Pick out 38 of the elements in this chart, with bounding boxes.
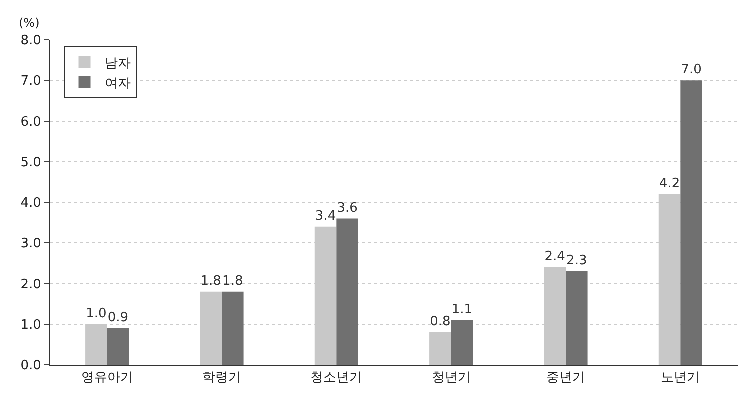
y-tick-label: 8.0 <box>20 34 42 49</box>
y-axis-title: (%) <box>19 16 40 30</box>
y-tick-label: 1.0 <box>20 318 42 333</box>
y-tick-label: 4.0 <box>20 196 42 212</box>
x-tick-label: 노년기 <box>661 370 700 386</box>
bar <box>200 292 222 365</box>
x-tick-label: 학령기 <box>202 370 242 386</box>
x-tick-label: 청소년기 <box>310 370 363 386</box>
data-label: 3.6 <box>337 200 358 216</box>
y-tick-label: 3.0 <box>20 236 42 252</box>
data-label: 1.0 <box>86 306 107 322</box>
data-label: 1.8 <box>222 274 244 289</box>
y-tick-label: 0.0 <box>20 358 42 374</box>
bar <box>430 332 452 365</box>
bar <box>222 292 244 365</box>
x-tick-label: 영유아기 <box>81 370 134 386</box>
y-tick-label: 7.0 <box>20 74 42 90</box>
data-label: 1.1 <box>452 302 473 318</box>
data-label: 3.4 <box>315 208 336 224</box>
y-tick-label: 2.0 <box>20 277 42 292</box>
bar <box>336 218 358 365</box>
data-label: 4.2 <box>659 176 680 192</box>
data-label: 0.9 <box>108 310 129 326</box>
data-label: 2.4 <box>544 250 566 264</box>
data-label: 1.8 <box>200 274 222 289</box>
y-tick-label: 5.0 <box>20 155 42 170</box>
data-label: 0.8 <box>430 314 451 330</box>
data-label: 7.0 <box>681 62 702 78</box>
y-tick-label: 6.0 <box>20 114 42 130</box>
data-label: 2.3 <box>566 254 588 269</box>
bar <box>107 328 130 365</box>
bar <box>566 272 588 365</box>
legend-label: 남자 <box>104 56 131 72</box>
x-tick-label: 청년기 <box>432 370 471 386</box>
x-tick-label: 중년기 <box>546 370 586 386</box>
legend-label: 여자 <box>104 76 131 92</box>
bar <box>680 80 702 365</box>
bar <box>451 320 474 365</box>
